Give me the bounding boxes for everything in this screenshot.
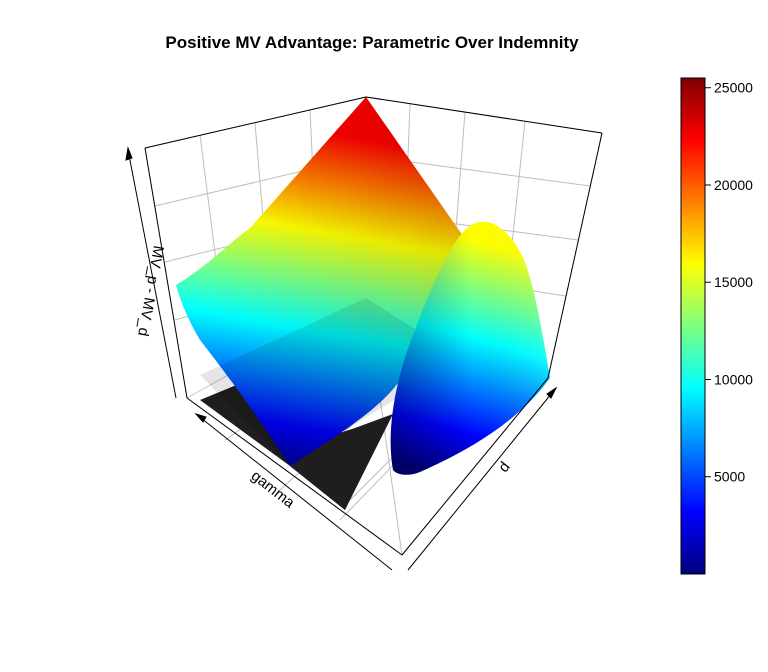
colorbar-tick-label: 20000	[714, 177, 753, 193]
surface-sheet-b-shade	[390, 221, 550, 475]
colorbar-tick-label: 10000	[714, 371, 753, 387]
colorbar-bar	[680, 77, 706, 575]
colorbar-tick-label: 25000	[714, 80, 753, 96]
colorbar-tick-label: 5000	[714, 469, 745, 485]
box-edges	[144, 96, 603, 556]
z-axis-arrow	[125, 146, 177, 399]
d-axis-label: d	[495, 459, 514, 476]
gamma-axis-arrow	[194, 413, 393, 571]
colorbar-ticks: 5000 10000 15000 20000 25000	[705, 80, 753, 485]
d-axis-arrow	[407, 386, 558, 571]
colorbar-tick-label: 15000	[714, 274, 753, 290]
chart-title: Positive MV Advantage: Parametric Over I…	[165, 33, 579, 52]
colorbar: 5000 10000 15000 20000 25000	[680, 77, 753, 575]
surface-overlay	[200, 298, 440, 466]
floor-zero-region-right	[290, 414, 393, 510]
surface-sheet-a-shade	[176, 97, 463, 466]
